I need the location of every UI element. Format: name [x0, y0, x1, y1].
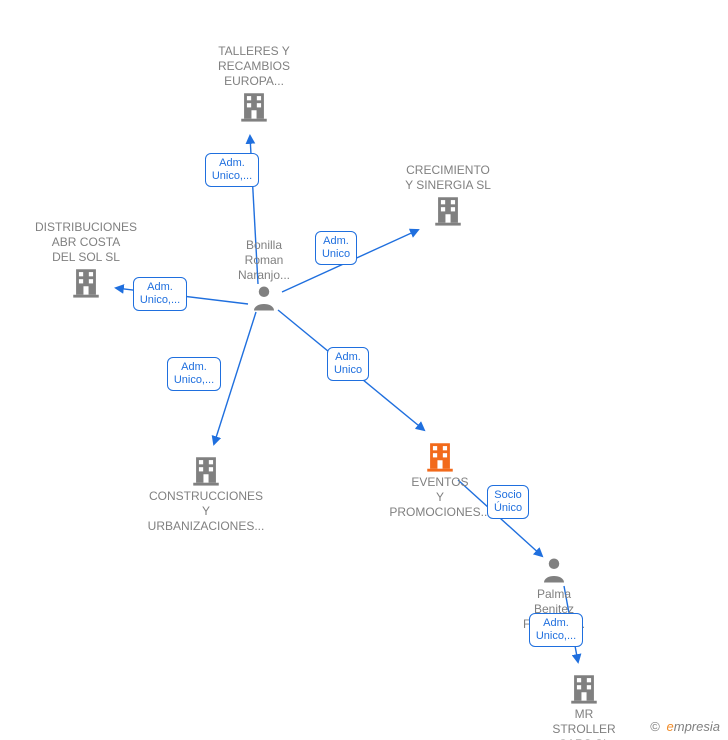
person-icon — [238, 283, 290, 313]
node-bonilla[interactable]: BonillaRomanNaranjo... — [238, 236, 290, 313]
building-icon — [405, 193, 491, 227]
brand-rest: mpresia — [674, 719, 720, 734]
edge-label: Adm.Unico,... — [529, 613, 583, 647]
node-label: DISTRIBUCIONESABR COSTADEL SOL SL — [35, 220, 137, 265]
edge-label: Adm.Unico,... — [133, 277, 187, 311]
node-talleres[interactable]: TALLERES YRECAMBIOSEUROPA... — [218, 42, 290, 123]
node-label: CONSTRUCCIONESYURBANIZACIONES... — [148, 489, 265, 534]
node-label: BonillaRomanNaranjo... — [238, 238, 290, 283]
node-stroller[interactable]: MRSTROLLERCARS SL — [552, 671, 615, 740]
building-icon — [389, 439, 490, 473]
edge-label: Adm.Unico — [327, 347, 369, 381]
copyright-footer: © empresia — [650, 719, 720, 734]
node-label: MRSTROLLERCARS SL — [552, 707, 615, 740]
edge-label: Adm.Unico — [315, 231, 357, 265]
node-distribuciones[interactable]: DISTRIBUCIONESABR COSTADEL SOL SL — [35, 218, 137, 299]
edge-label: SocioÚnico — [487, 485, 529, 519]
copyright-symbol: © — [650, 719, 663, 734]
person-icon — [523, 555, 585, 585]
edge-label: Adm.Unico,... — [167, 357, 221, 391]
building-icon — [552, 671, 615, 705]
node-eventos[interactable]: EVENTOSYPROMOCIONES... — [389, 439, 490, 520]
node-label: TALLERES YRECAMBIOSEUROPA... — [218, 44, 290, 89]
node-construcciones[interactable]: CONSTRUCCIONESYURBANIZACIONES... — [148, 453, 265, 534]
node-crecimiento[interactable]: CRECIMIENTOY SINERGIA SL — [405, 161, 491, 227]
edge-label: Adm.Unico,... — [205, 153, 259, 187]
node-label: EVENTOSYPROMOCIONES... — [389, 475, 490, 520]
building-icon — [148, 453, 265, 487]
brand-first-letter: e — [667, 719, 674, 734]
node-label: CRECIMIENTOY SINERGIA SL — [405, 163, 491, 193]
building-icon — [35, 265, 137, 299]
building-icon — [218, 89, 290, 123]
